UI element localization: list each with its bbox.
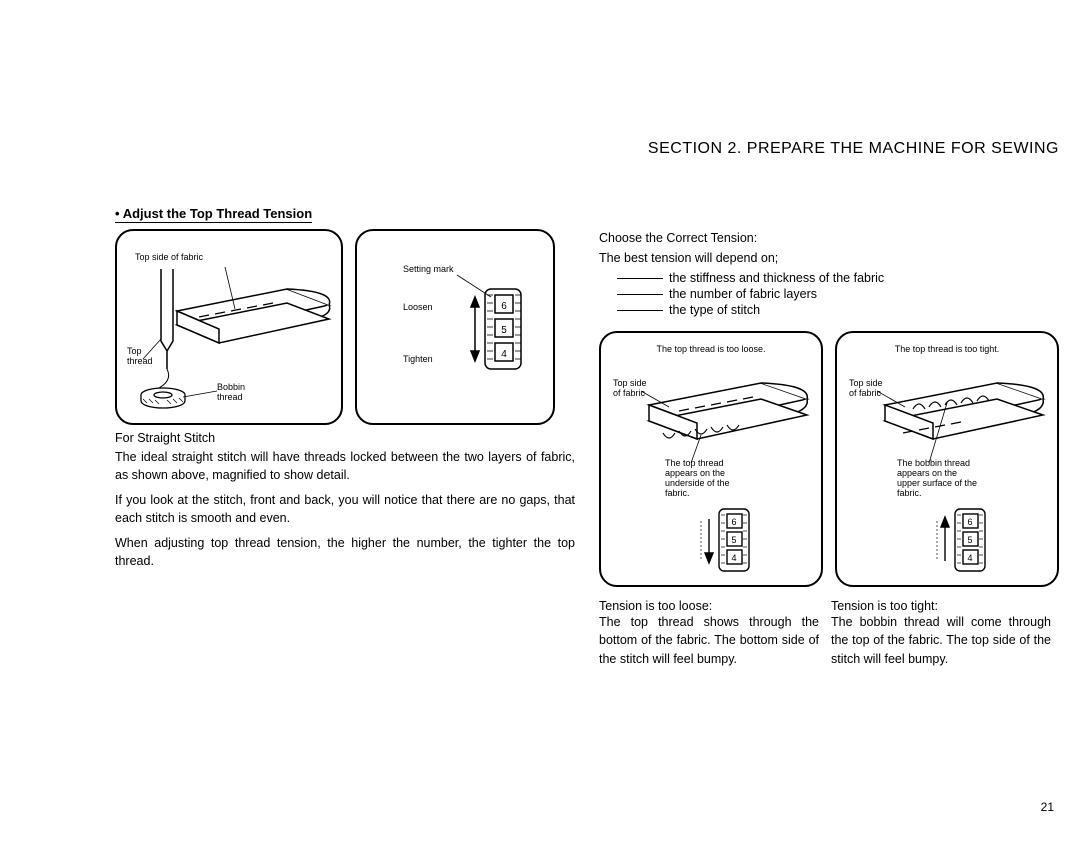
label-setting-mark: Setting mark — [403, 265, 454, 275]
factor-stitch-type: the type of stitch — [599, 303, 1063, 317]
note-d4: fabric. — [897, 489, 922, 499]
svg-text:5: 5 — [967, 535, 972, 545]
caption-too-loose: Tension is too loose: — [599, 599, 819, 613]
choose-correct-tension: Choose the Correct Tension: — [599, 229, 1063, 247]
caption-straight-stitch: For Straight Stitch — [115, 431, 575, 445]
p-higher-tighter: When adjusting top thread tension, the h… — [115, 535, 575, 570]
p-too-loose: The top thread shows through the bottom … — [599, 613, 819, 667]
svg-text:6: 6 — [501, 301, 507, 312]
svg-text:4: 4 — [731, 553, 736, 563]
label-bobbin2: thread — [217, 393, 243, 403]
subtitle-adjust-tension: Adjust the Top Thread Tension — [115, 206, 312, 223]
note-c4: fabric. — [665, 489, 690, 499]
p-no-gaps: If you look at the stitch, front and bac… — [115, 492, 575, 527]
svg-text:6: 6 — [967, 517, 972, 527]
svg-text:5: 5 — [501, 325, 507, 336]
label-topside-c2: of fabric — [613, 389, 645, 399]
label-tighten: Tighten — [403, 355, 433, 365]
svg-text:4: 4 — [501, 349, 507, 360]
svg-text:4: 4 — [967, 553, 972, 563]
title-too-tight: The top thread is too tight. — [887, 345, 1007, 355]
factor-layers: the number of fabric layers — [599, 287, 1063, 301]
svg-text:5: 5 — [731, 535, 736, 545]
caption-too-tight: Tension is too tight: — [831, 599, 1051, 613]
label-loosen: Loosen — [403, 303, 433, 313]
figure-too-loose: 6 5 4 — [599, 331, 823, 587]
section-title: SECTION 2. PREPARE THE MACHINE FOR SEWIN… — [115, 140, 1059, 158]
figure-too-tight: 6 5 4 — [835, 331, 1059, 587]
p-too-tight: The bobbin thread will come through the … — [831, 613, 1051, 667]
figure-tension-dial: 6 5 4 — [355, 229, 555, 425]
label-topside-d2: of fabric — [849, 389, 881, 399]
tension-factors-list: the stiffness and thickness of the fabri… — [599, 271, 1063, 317]
factor-stiffness: the stiffness and thickness of the fabri… — [599, 271, 1063, 285]
best-tension-depends: The best tension will depend on; — [599, 249, 1063, 267]
label-topside: Top side of fabric — [135, 253, 203, 263]
svg-text:6: 6 — [731, 517, 736, 527]
page-number: 21 — [1041, 800, 1054, 814]
title-too-loose: The top thread is too loose. — [651, 345, 771, 355]
label-topthread2: thread — [127, 357, 153, 367]
figure-straight-stitch: Top side of fabric Top thread Bobbin thr… — [115, 229, 343, 425]
p-ideal-stitch: The ideal straight stitch will have thre… — [115, 449, 575, 484]
